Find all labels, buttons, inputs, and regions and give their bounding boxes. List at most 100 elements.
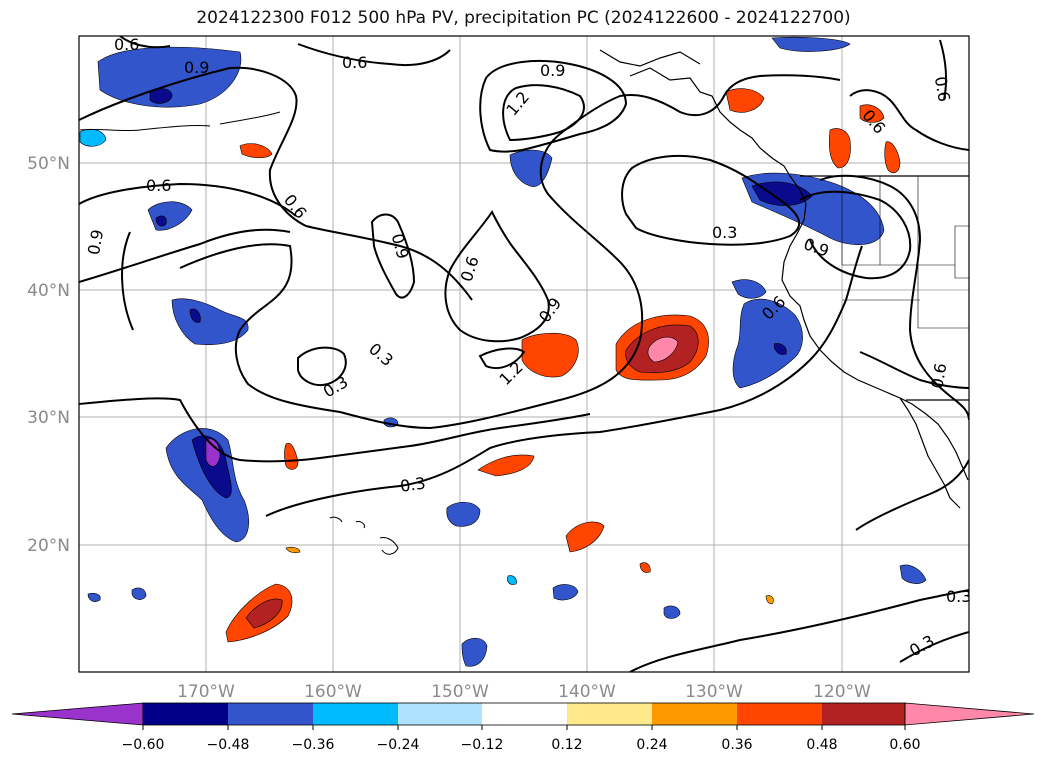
precip-negative-patch [155,215,167,227]
precip-positive-patch [828,128,851,169]
pv-contour [121,231,134,331]
colorbar-segment [822,703,905,725]
precip-negative-patch [97,46,242,108]
precip-negative-patch [131,587,147,600]
pv-contour [297,43,451,66]
lat-label: 20°N [27,536,70,556]
precip-positive-patch [725,88,765,113]
lon-label: 170°W [177,682,235,702]
precip-positive-patch [884,141,901,174]
pv-contour [370,213,416,299]
coastlines [79,49,969,555]
pv-contour [621,154,801,246]
pv-contour [559,74,841,135]
precip-negative-patch [461,637,488,667]
aleutian-islands [79,111,281,132]
contour-label: 0.6 [146,176,171,195]
lat-label: 30°N [27,408,70,428]
contour-label: 0.9 [184,58,209,77]
colorbar-tick-label: 0.36 [721,737,752,753]
lon-label: 150°W [431,682,489,702]
colorbar-segment [313,703,398,725]
pv-contour [799,190,912,280]
contour-label: 0.3 [399,473,427,495]
precip-positive-patch [765,595,774,605]
pv-contour [179,133,644,430]
colorbar-tick-labels: −0.60 −0.48 −0.36 −0.24 −0.12 0.12 0.24 … [122,737,921,753]
pv-contour [119,36,171,49]
colorbar-tick-label: −0.12 [461,737,504,753]
pv-contours [79,36,969,672]
pv-contour [79,228,291,283]
precip-negative-patch [446,501,481,527]
precip-negative-patch [507,575,517,585]
colorbar-tick-label: −0.36 [292,737,335,753]
precip-negative-patch [205,438,221,467]
precip-positive-patch [647,336,679,363]
coastline-alaska [629,67,807,205]
colorbar-tick-label: 0.12 [551,737,582,753]
precip-positive-patch [284,442,299,470]
contour-label: 0.9 [540,61,565,80]
colorbar-segment [398,703,482,725]
state-border [841,176,969,329]
pv-contour [478,347,526,370]
colorbar-segment [143,703,228,725]
colorbar-tick-label: 0.24 [636,737,667,753]
pv-contour [855,459,969,531]
colorbar-segment [482,703,567,725]
precip-positive-patch [639,562,651,573]
pv-contour [444,210,550,343]
precip-negative-patch [773,343,787,355]
precip-positive-patch [477,454,535,477]
contour-label: 0.6 [114,35,139,54]
colorbar-segment [567,703,652,725]
contour-label: 0.6 [342,53,367,72]
lon-label: 140°W [558,682,616,702]
colorbar-tick-label: 0.60 [889,737,920,753]
lon-label: 160°W [304,682,362,702]
coastline-alaska-south [599,49,701,67]
pv-contour [79,404,80,460]
colorbar-tick-label: 0.48 [806,737,837,753]
pv-contour [265,245,863,517]
colorbar-segment [228,703,313,725]
colorbar-segment [737,703,822,725]
lat-label: 50°N [27,154,70,174]
map-title: 2024122300 F012 500 hPa PV, precipitatio… [196,8,851,28]
contour-label: 0.3 [946,587,971,606]
precip-positive-patch [285,546,301,554]
lon-label: 130°W [685,682,743,702]
precipitation-patches [79,36,927,667]
coastline-baja [899,397,961,509]
map-border [78,35,970,673]
colorbar-tick-label: −0.60 [122,737,165,753]
precip-negative-patch [189,308,201,323]
contour-label: 0.6 [927,362,950,390]
lat-label: 40°N [27,281,70,301]
colorbar-ticks [142,725,906,730]
contour-label: 0.6 [931,75,954,103]
precip-negative-patch [771,36,851,52]
precip-positive-patch [859,104,885,123]
hawaii-islands [329,516,399,555]
colorbar-tick-label: −0.48 [207,737,250,753]
lon-label: 120°W [813,682,871,702]
pv-contour [859,351,969,389]
precip-positive-patch [245,598,283,629]
pv-contour [79,66,473,301]
pv-contour [502,84,585,142]
pv-contour [899,631,969,663]
colorbar-frame [142,702,906,726]
pv-contour [479,59,628,153]
pv-contour [819,174,969,421]
contour-label: 0.3 [712,223,737,242]
colorbar-tick-label: −0.24 [377,737,420,753]
coastline-west-coast [781,203,901,399]
colorbar: −0.60 −0.48 −0.36 −0.24 −0.12 0.12 0.24 … [11,702,1035,753]
longitude-labels: 170°W 160°W 150°W 140°W 130°W 120°W [177,682,871,702]
colorbar-extend-min [11,702,144,726]
pv-contour [629,589,969,672]
pv-contour [939,39,948,101]
